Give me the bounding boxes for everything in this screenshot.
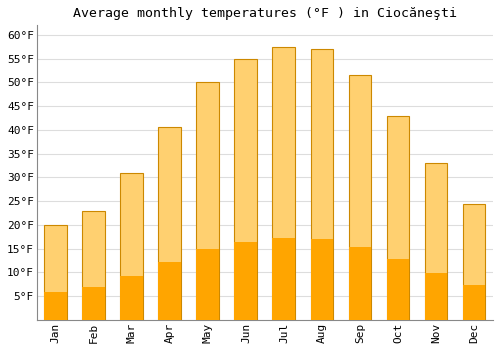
Bar <box>234 241 258 320</box>
Bar <box>462 204 485 320</box>
Bar <box>386 116 409 320</box>
Bar <box>196 82 220 320</box>
Title: Average monthly temperatures (°F ) in Ciocăneşti: Average monthly temperatures (°F ) in Ci… <box>73 7 457 20</box>
Bar <box>196 249 220 320</box>
Bar <box>424 273 448 320</box>
Bar <box>310 49 334 320</box>
Bar <box>272 238 295 320</box>
Bar <box>462 285 485 320</box>
Bar <box>234 58 258 320</box>
Bar <box>310 239 334 320</box>
Bar <box>386 259 409 320</box>
Bar <box>44 225 67 320</box>
Bar <box>158 127 181 320</box>
Bar <box>120 276 143 320</box>
Bar <box>158 262 181 320</box>
Bar <box>348 247 372 320</box>
Bar <box>348 75 372 320</box>
Bar <box>82 211 105 320</box>
Bar <box>82 287 105 320</box>
Bar <box>44 292 67 320</box>
Bar <box>272 47 295 320</box>
Bar <box>424 163 448 320</box>
Bar <box>120 173 143 320</box>
